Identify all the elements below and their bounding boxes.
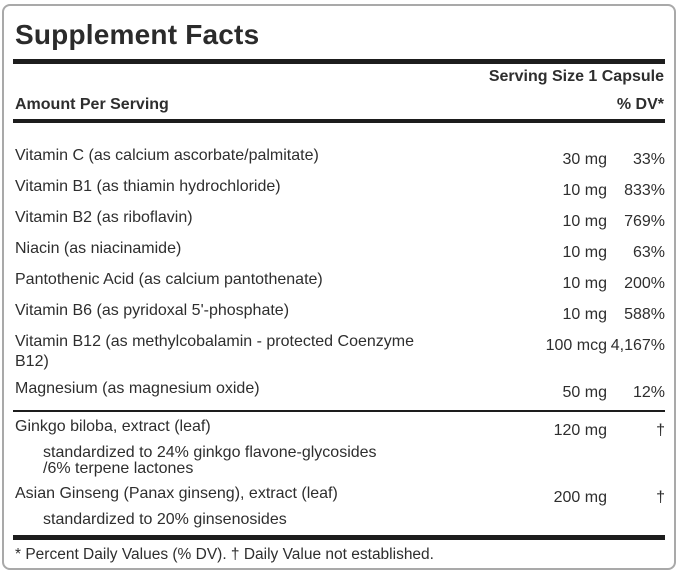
botanical-dv: † [656, 422, 665, 439]
amount-per-serving-header: Amount Per Serving [15, 96, 169, 113]
nutrient-amount: 10 mg [562, 182, 607, 199]
nutrient-name: Magnesium (as magnesium oxide) [15, 380, 260, 397]
column-header-row: Amount Per Serving % DV* [13, 96, 665, 114]
rule-below-title [13, 59, 665, 64]
botanical-standardization: standardized to 24% ginkgo flavone-glyco… [43, 445, 665, 477]
nutrient-dv: 769% [624, 213, 665, 230]
botanical-list: Ginkgo biloba, extract (leaf) 120 mg † stan… [13, 417, 665, 528]
nutrient-name: Vitamin B2 (as riboflavin) [15, 209, 193, 226]
nutrient-row: Vitamin B12 (as methylcobalamin - protec… [13, 332, 665, 372]
standardization-line: standardized to 20% ginsenosides [43, 511, 287, 528]
nutrient-name: Vitamin B1 (as thiamin hydrochloride) [15, 178, 281, 195]
panel-title: Supplement Facts [15, 19, 260, 50]
rule-above-botanicals [13, 410, 665, 412]
nutrient-list: Vitamin C (as calcium ascorbate/palmitat… [13, 146, 665, 403]
nutrient-amount: 50 mg [562, 384, 607, 401]
supplement-facts-panel: Supplement Facts Serving Size 1 Capsule … [2, 4, 676, 570]
nutrient-dv: 588% [624, 306, 665, 323]
nutrient-amount: 100 mcg [545, 337, 607, 354]
nutrient-name: Niacin (as niacinamide) [15, 240, 182, 257]
nutrient-name: Vitamin B6 (as pyridoxal 5'-phosphate) [15, 302, 290, 319]
nutrient-row: Niacin (as niacinamide) 10 mg 63% [13, 239, 665, 263]
nutrient-dv: 63% [632, 244, 665, 261]
botanical-name: Asian Ginseng (Panax ginseng), extract (… [15, 485, 338, 502]
percent-dv-header: % DV* [616, 96, 664, 113]
botanical-dv: † [656, 489, 665, 506]
nutrient-amount: 10 mg [562, 213, 607, 230]
nutrient-name: Pantothenic Acid (as calcium pantothenat… [15, 271, 323, 288]
botanical-row: Ginkgo biloba, extract (leaf) 120 mg † [13, 417, 665, 441]
nutrient-dv: 33% [632, 151, 665, 168]
nutrient-amount: 30 mg [562, 151, 607, 168]
nutrient-dv: 4,167% [610, 337, 665, 354]
standardization-line: /6% terpene lactones [43, 460, 194, 477]
nutrient-row: Vitamin B6 (as pyridoxal 5'-phosphate) 10… [13, 301, 665, 325]
rule-below-headers [13, 119, 665, 123]
botanical-row: Asian Ginseng (Panax ginseng), extract (… [13, 484, 665, 508]
botanical-amount: 200 mg [553, 489, 607, 506]
nutrient-dv: 200% [624, 275, 665, 292]
nutrient-row: Vitamin C (as calcium ascorbate/palmitat… [13, 146, 665, 170]
standardization-line: standardized to 24% ginkgo flavone-glyco… [43, 444, 377, 461]
rule-above-footnote [13, 535, 665, 540]
nutrient-name: Vitamin C (as calcium ascorbate/palmitat… [15, 147, 319, 164]
nutrient-row: Pantothenic Acid (as calcium pantothenat… [13, 270, 665, 294]
serving-size-text: Serving Size 1 Capsule [488, 68, 664, 85]
botanical-group: Asian Ginseng (Panax ginseng), extract (… [13, 484, 665, 528]
botanical-name: Ginkgo biloba, extract (leaf) [15, 418, 211, 435]
nutrient-row: Vitamin B1 (as thiamin hydrochloride) 10 … [13, 177, 665, 201]
nutrient-amount: 10 mg [562, 306, 607, 323]
nutrient-row: Magnesium (as magnesium oxide) 50 mg 12% [13, 379, 665, 403]
nutrient-dv: 833% [624, 182, 665, 199]
botanical-standardization: standardized to 20% ginsenosides [43, 512, 665, 528]
nutrient-amount: 10 mg [562, 244, 607, 261]
nutrient-amount: 10 mg [562, 275, 607, 292]
botanical-group: Ginkgo biloba, extract (leaf) 120 mg † stan… [13, 417, 665, 477]
nutrient-row: Vitamin B2 (as riboflavin) 10 mg 769% [13, 208, 665, 232]
nutrient-name: Vitamin B12 (as methylcobalamin - protec… [15, 333, 414, 370]
nutrient-dv: 12% [632, 384, 665, 401]
footnote: * Percent Daily Values (% DV). † Daily V… [15, 546, 434, 563]
botanical-amount: 120 mg [553, 422, 607, 439]
